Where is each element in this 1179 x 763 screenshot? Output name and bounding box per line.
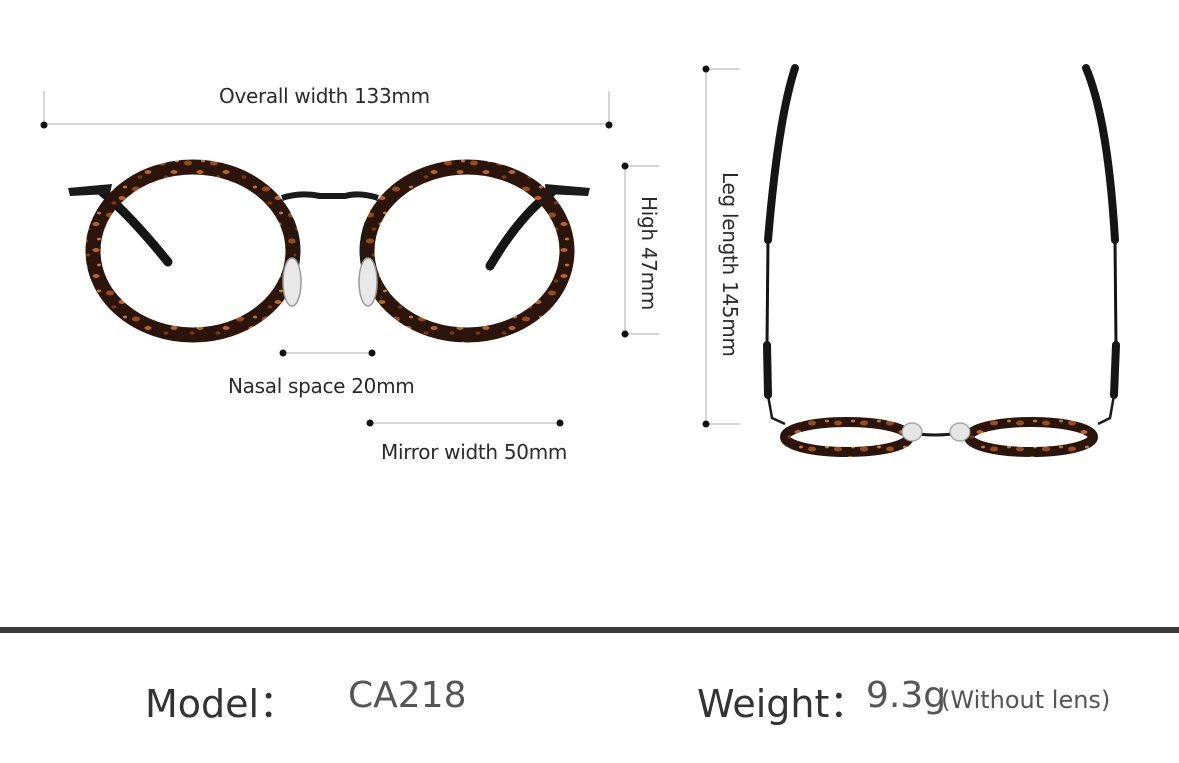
- overall-width-dimension: [43, 91, 610, 125]
- top-left-temple-sleeve: [763, 341, 772, 399]
- section-divider: [0, 627, 1179, 633]
- top-right-temple-wire: [1113, 239, 1118, 346]
- height-label: High 47mm: [637, 196, 661, 311]
- top-right-nose-pad: [949, 422, 971, 442]
- right-pad-arm: [360, 221, 368, 263]
- mirror-dot-left: [366, 419, 374, 427]
- overall-width-dot-right: [605, 121, 613, 129]
- top-left-temple-tip: [764, 64, 799, 244]
- top-left-rim: [780, 417, 914, 457]
- height-dimension: [624, 165, 659, 335]
- leg-length-dot-bottom: [702, 420, 710, 428]
- top-right-temple-tip: [1082, 64, 1119, 244]
- mirror-dot-right: [556, 419, 564, 427]
- overall-width-dot-left: [40, 121, 48, 129]
- top-left-temple-wire: [765, 239, 770, 346]
- right-lens-rim: [359, 159, 575, 343]
- left-temple-arm: [95, 185, 173, 267]
- glasses-top-view: [763, 64, 1120, 457]
- right-hinge: [545, 184, 590, 196]
- nasal-space-label: Nasal space 20mm: [228, 374, 415, 398]
- left-pad-arm: [290, 221, 299, 263]
- bridge: [281, 191, 379, 201]
- left-lens-rim: [85, 159, 301, 343]
- nasal-dot-left: [279, 349, 287, 357]
- right-nose-pad: [358, 257, 378, 307]
- overall-width-label: Overall width 133mm: [219, 84, 430, 108]
- model-value: CA218: [348, 675, 467, 716]
- top-right-temple-sleeve: [1110, 341, 1120, 399]
- weight-note: (Without lens): [941, 686, 1111, 714]
- top-right-rim: [964, 417, 1098, 457]
- leg-length-label: Leg length 145mm: [718, 172, 742, 357]
- height-dot-top: [621, 162, 629, 170]
- model-label: Model：: [145, 682, 298, 726]
- weight-label: Weight：: [697, 682, 868, 726]
- glasses-front-view: [68, 159, 590, 343]
- nasal-dot-right: [368, 349, 376, 357]
- top-left-nose-pad: [901, 422, 923, 442]
- leg-length-dimension: [705, 68, 740, 425]
- weight-value: 9.3g: [866, 675, 947, 716]
- height-dot-bottom: [621, 330, 629, 338]
- left-hinge: [68, 184, 112, 196]
- leg-length-dot-top: [702, 65, 710, 73]
- left-nose-pad: [282, 257, 302, 307]
- mirror-width-label: Mirror width 50mm: [381, 440, 568, 464]
- glasses-dimension-diagram: [40, 64, 1120, 457]
